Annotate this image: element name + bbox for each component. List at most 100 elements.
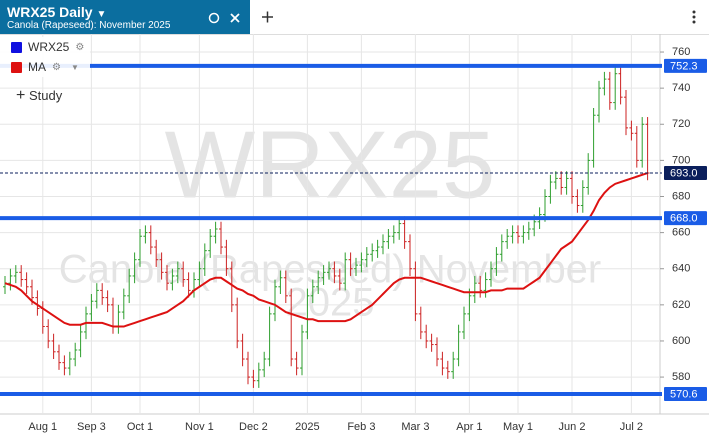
menu-button[interactable] xyxy=(692,10,696,24)
ohlc-bar xyxy=(62,355,67,376)
tab-icons[interactable] xyxy=(205,8,245,28)
ohlc-bar xyxy=(359,252,364,273)
legend-swatch xyxy=(11,41,22,53)
ohlc-bar xyxy=(148,225,153,255)
y-tick-label: 700 xyxy=(672,154,690,166)
ohlc-bar xyxy=(548,174,553,204)
ohlc-bar xyxy=(472,275,477,304)
ohlc-bar xyxy=(67,351,72,376)
y-tick-label: 680 xyxy=(672,190,690,202)
tab-subtitle: Canola (Rapeseed): November 2025 xyxy=(7,20,171,31)
ohlc-bar xyxy=(386,229,391,249)
legend-item[interactable]: WRX25 ⚙ xyxy=(0,37,90,57)
ohlc-bar xyxy=(435,337,439,367)
watermark: WRX25 xyxy=(165,111,496,218)
ohlc-bar xyxy=(456,324,461,367)
ohlc-bar xyxy=(51,333,56,360)
ohlc-bar xyxy=(229,261,234,313)
ohlc-bar xyxy=(489,261,493,287)
x-tick-label: Dec 2 xyxy=(239,421,268,433)
ohlc-bar xyxy=(413,261,418,322)
ohlc-bar xyxy=(235,297,240,349)
ohlc-bar xyxy=(305,288,310,340)
ohlc-bar xyxy=(94,283,99,309)
ohlc-bar xyxy=(278,270,283,295)
ohlc-bar xyxy=(586,153,591,195)
x-tick-label: Nov 1 xyxy=(185,421,214,433)
ohlc-bar xyxy=(429,333,434,352)
x-tick-label: May 1 xyxy=(503,421,533,433)
ohlc-bar xyxy=(143,225,148,244)
ohlc-bar xyxy=(462,306,466,340)
ma-line xyxy=(4,172,648,328)
x-tick-label: Oct 1 xyxy=(127,421,153,433)
ohlc-bar xyxy=(321,265,326,285)
ohlc-bar xyxy=(370,243,375,262)
ohlc-bar xyxy=(348,252,353,276)
ohlc-bar xyxy=(516,225,520,244)
y-tick-label: 620 xyxy=(672,299,690,311)
price-line-label: 693.0 xyxy=(670,167,698,179)
ohlc-bar xyxy=(267,306,272,367)
level-line-label-box xyxy=(664,387,707,402)
level-line-label-box xyxy=(664,211,707,226)
watermark: Canola (Rapeseed) November xyxy=(59,248,602,292)
ohlc-bar xyxy=(375,239,380,258)
ohlc-bar xyxy=(240,333,245,367)
legend-item[interactable]: MA ⚙ ▼ xyxy=(0,57,90,77)
ohlc-bar xyxy=(57,344,61,370)
ohlc-bar xyxy=(327,261,331,280)
legend-label: WRX25 xyxy=(28,40,70,54)
ohlc-bar xyxy=(127,268,132,304)
ohlc-bar xyxy=(89,294,94,322)
ohlc-bar xyxy=(521,225,526,244)
ohlc-bar xyxy=(602,71,607,96)
ohlc-bar xyxy=(213,221,218,244)
y-tick-label: 740 xyxy=(672,82,690,94)
y-tick-label: 580 xyxy=(672,371,690,383)
ohlc-bar xyxy=(224,239,229,276)
ohlc-bar xyxy=(73,342,78,367)
x-tick-label: Jul 2 xyxy=(620,421,643,433)
ohlc-bar xyxy=(624,89,628,136)
x-tick-label: Aug 1 xyxy=(28,421,57,433)
ohlc-bar xyxy=(510,225,515,244)
ohlc-bar xyxy=(197,261,202,287)
ohlc-bar xyxy=(300,324,304,376)
chart-tab[interactable]: WRX25 Daily ▼ Canola (Rapeseed): Novembe… xyxy=(0,0,250,34)
x-tick-label: 2025 xyxy=(295,421,319,433)
x-tick-label: Feb 3 xyxy=(347,421,375,433)
ohlc-bar xyxy=(219,221,223,255)
ohlc-bar xyxy=(273,279,277,322)
ohlc-bar xyxy=(408,234,412,276)
ohlc-bar xyxy=(289,288,294,367)
ohlc-bar xyxy=(564,171,569,195)
ohlc-bar xyxy=(186,272,191,298)
ohlc-bar xyxy=(175,261,180,284)
ohlc-bar xyxy=(170,268,175,291)
ohlc-bar xyxy=(78,324,83,358)
y-tick-label: 660 xyxy=(672,227,690,239)
ohlc-bar xyxy=(505,229,510,249)
ohlc-bar xyxy=(159,252,164,280)
level-line-label: 570.6 xyxy=(670,388,698,400)
study-label: Study xyxy=(28,88,63,103)
ohlc-bar xyxy=(46,319,51,349)
ohlc-bar xyxy=(559,171,564,195)
add-tab[interactable] xyxy=(262,11,273,23)
ohlc-bar xyxy=(251,369,256,388)
ohlc-bar xyxy=(8,268,13,291)
tab-title: WRX25 Daily ▼ xyxy=(7,4,107,20)
ohlc-bar xyxy=(121,288,126,320)
ohlc-bar xyxy=(181,261,186,287)
y-tick-label: 720 xyxy=(672,118,690,130)
ohlc-bar xyxy=(294,351,299,376)
study-button[interactable]: + Study xyxy=(16,87,63,104)
ohlc-bar xyxy=(256,362,261,388)
ohlc-bar xyxy=(262,351,267,378)
ohlc-bar xyxy=(100,283,105,305)
ohlc-bar xyxy=(283,270,288,304)
ohlc-bar xyxy=(19,265,24,287)
